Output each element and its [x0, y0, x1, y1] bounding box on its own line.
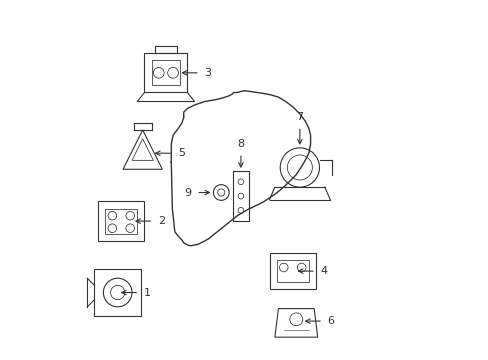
Bar — [151, 60, 180, 85]
Bar — [98, 202, 144, 241]
Text: 5: 5 — [177, 148, 184, 158]
Bar — [269, 253, 315, 289]
Text: 4: 4 — [320, 266, 327, 276]
Text: 9: 9 — [184, 188, 191, 198]
Text: 3: 3 — [204, 68, 211, 78]
Text: 8: 8 — [237, 139, 244, 149]
Bar — [94, 269, 141, 316]
Bar — [276, 260, 308, 282]
Bar — [105, 208, 137, 234]
Text: 7: 7 — [296, 112, 303, 122]
Text: 1: 1 — [143, 288, 150, 297]
Text: 2: 2 — [158, 216, 165, 226]
Bar — [233, 171, 248, 221]
Text: 6: 6 — [327, 316, 334, 326]
Bar — [144, 53, 187, 93]
